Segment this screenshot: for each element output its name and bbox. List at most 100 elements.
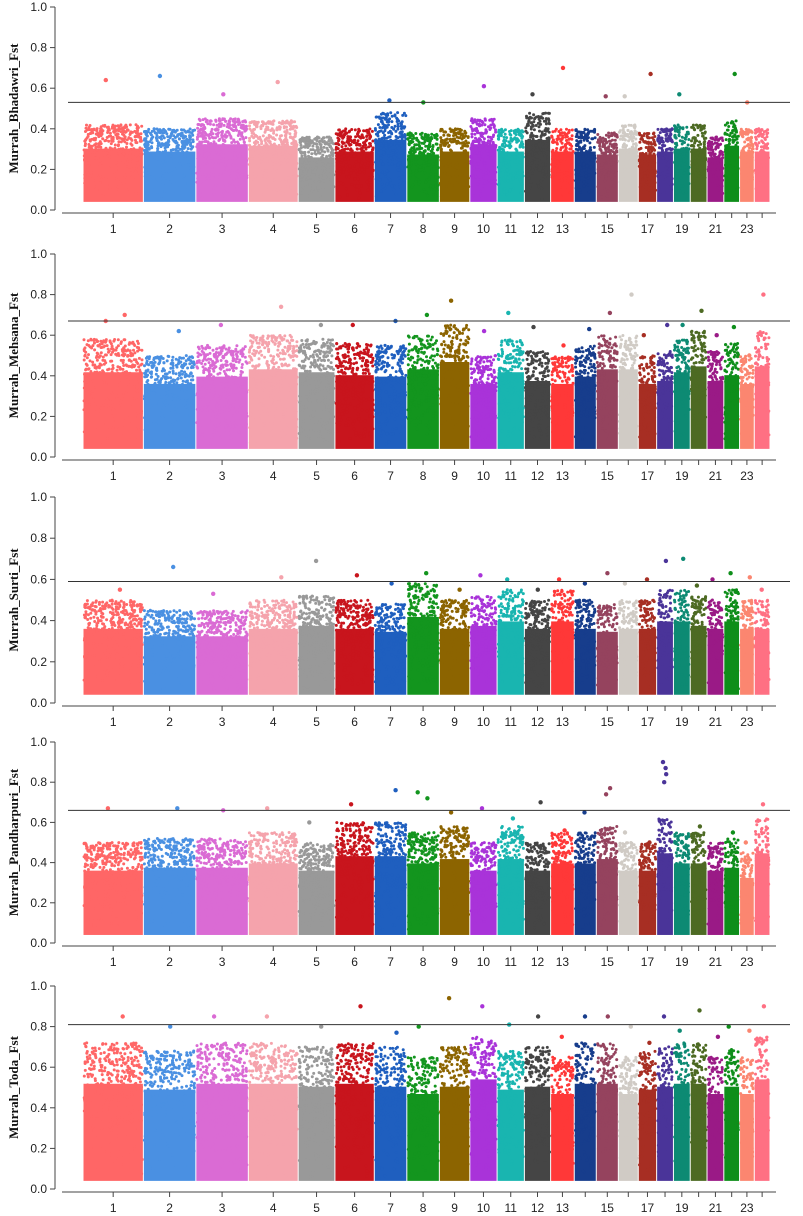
x-tick-label: 13: [556, 222, 570, 236]
snp-point: [209, 133, 213, 137]
snp-point: [254, 134, 257, 138]
snp-point: [651, 156, 655, 160]
snp-point: [683, 141, 686, 144]
snp-point: [721, 156, 725, 160]
snp-point: [408, 176, 412, 180]
snp-point: [105, 170, 109, 174]
snp-point: [599, 166, 603, 170]
snp-point: [172, 170, 176, 174]
snp-point: [511, 152, 514, 156]
snp-point: [733, 153, 737, 157]
snp-point: [750, 142, 754, 146]
snp-point: [560, 175, 564, 179]
snp-point: [457, 141, 461, 145]
snp-point: [685, 125, 689, 129]
snp-point: [529, 180, 533, 184]
snp-point: [238, 137, 242, 141]
snp-point: [546, 142, 550, 146]
snp-point: [666, 129, 670, 133]
snp-point: [661, 156, 665, 160]
snp-point: [127, 187, 131, 191]
snp-point: [248, 127, 252, 131]
snp-point: [100, 418, 104, 422]
snp-point: [624, 125, 627, 128]
snp-point: [589, 165, 593, 169]
snp-point: [492, 149, 496, 153]
snp-point: [272, 151, 276, 155]
snp-point: [652, 152, 656, 156]
snp-point: [524, 189, 527, 193]
snp-point: [417, 140, 421, 144]
snp-point: [535, 158, 539, 162]
snp-point: [234, 145, 238, 149]
snp-point: [252, 141, 256, 145]
snp-point: [137, 171, 141, 175]
snp-point: [411, 133, 415, 137]
snp-point: [85, 170, 89, 174]
snp-point: [342, 154, 346, 158]
snp-point: [392, 127, 396, 131]
snp-point: [571, 178, 575, 182]
snp-point: [756, 189, 760, 193]
snp-point: [429, 184, 433, 188]
snp-point: [167, 169, 171, 173]
snp-point: [687, 165, 691, 169]
snp-point: [440, 165, 444, 169]
snp-point: [309, 148, 313, 152]
snp-point: [577, 173, 581, 176]
snp-point: [222, 146, 226, 150]
snp-point: [359, 155, 363, 159]
snp-point: [491, 142, 495, 146]
snp-point: [248, 136, 251, 140]
snp-point: [558, 164, 562, 168]
snp-point: [401, 113, 405, 117]
snp-point: [524, 152, 528, 155]
snp-point: [370, 129, 374, 133]
snp-point: [145, 174, 149, 178]
snp-point: [145, 134, 149, 138]
snp-point: [584, 149, 588, 153]
snp-point: [537, 165, 541, 169]
snp-point: [387, 131, 391, 135]
x-tick-label: 6: [351, 222, 358, 236]
snp-point: [383, 173, 387, 176]
snp-point: [554, 149, 558, 153]
snp-point: [155, 177, 159, 181]
snp-point: [171, 155, 175, 159]
snp-point: [619, 156, 623, 160]
snp-point: [733, 166, 737, 170]
snp-point: [517, 154, 521, 158]
snp-point: [736, 186, 740, 190]
snp-point: [234, 191, 237, 194]
snp-point: [759, 150, 762, 154]
snp-point: [454, 128, 458, 132]
snp-point: [582, 138, 586, 142]
snp-point: [338, 195, 342, 199]
snp-point: [365, 157, 369, 161]
snp-point: [114, 164, 118, 168]
snp-point: [614, 169, 618, 173]
snp-point: [303, 150, 307, 154]
snp-point: [123, 167, 127, 171]
snp-point: [716, 183, 719, 187]
snp-point: [166, 152, 169, 156]
snp-point: [302, 138, 305, 141]
snp-point: [670, 177, 674, 181]
snp-point: [446, 194, 450, 198]
snp-point: [521, 135, 525, 138]
snp-point: [337, 128, 341, 132]
snp-point: [271, 136, 275, 140]
snp-point: [489, 126, 493, 130]
snp-point: [277, 143, 281, 147]
snp-point: [412, 149, 416, 153]
snp-point: [555, 142, 559, 146]
snp-point: [474, 140, 478, 143]
snp-point: [328, 137, 331, 141]
snp-point: [326, 142, 329, 146]
snp-point: [117, 143, 120, 147]
snp-point: [124, 148, 128, 152]
snp-point: [217, 161, 221, 165]
snp-point: [89, 171, 93, 175]
snp-point: [125, 189, 129, 193]
snp-point: [399, 164, 403, 168]
